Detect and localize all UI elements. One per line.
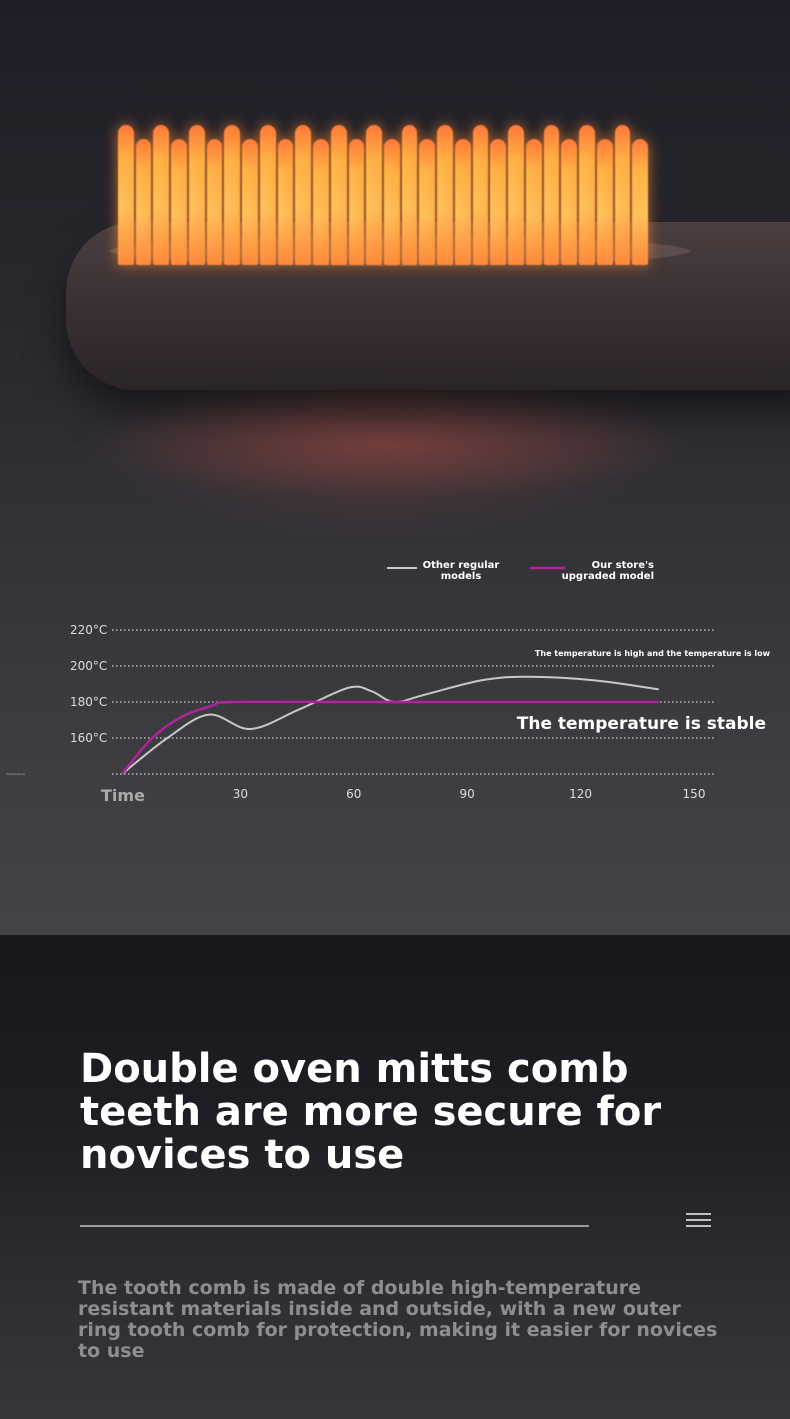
annotation-fluctuating: The temperature is high and the temperat… xyxy=(535,649,771,658)
x-tick-label: 60 xyxy=(346,787,361,801)
y-tick-label: 220°C xyxy=(70,623,107,637)
bristle xyxy=(366,125,383,265)
y-axis-label: Temperature xyxy=(5,772,25,776)
heated-bristles-image xyxy=(118,125,649,265)
bristle xyxy=(632,139,649,265)
bristle xyxy=(313,139,329,265)
legend-label-ours-2: upgraded model xyxy=(562,571,654,582)
bristle xyxy=(330,125,347,265)
bristle xyxy=(295,125,312,265)
y-tick-label: 180°C xyxy=(70,695,107,709)
reflection-glow xyxy=(90,390,690,500)
bristle xyxy=(472,125,489,265)
bristle xyxy=(259,125,276,265)
bristle xyxy=(171,139,187,265)
bristle xyxy=(135,139,152,265)
bristle xyxy=(348,139,365,265)
product-hero xyxy=(0,0,790,935)
annotation-stable: The temperature is stable xyxy=(517,714,766,734)
bristle xyxy=(508,125,524,265)
bristle xyxy=(153,125,170,265)
bristle xyxy=(525,139,542,265)
bristle xyxy=(419,139,436,265)
bristle xyxy=(242,139,258,265)
legend-label-other-1: Other regular xyxy=(423,560,500,571)
x-axis-label: Time xyxy=(101,786,145,805)
legend: Other regular models Our store's upgrade… xyxy=(387,560,654,582)
bristle xyxy=(614,125,631,265)
temperature-chart: Other regular models Our store's upgrade… xyxy=(5,560,771,805)
y-tick-label: 160°C xyxy=(70,731,107,745)
bristle xyxy=(384,139,400,265)
bristle xyxy=(543,125,560,265)
x-tick-label: 120 xyxy=(569,787,592,801)
bristle xyxy=(224,125,241,265)
bristle xyxy=(118,125,134,265)
series-line-upgraded xyxy=(121,700,659,775)
bristle xyxy=(561,139,578,265)
legend-label-other-2: models xyxy=(441,571,482,582)
x-tick-label: 150 xyxy=(683,787,706,801)
bristle xyxy=(401,125,418,265)
divider xyxy=(80,1225,589,1227)
bristle xyxy=(454,139,471,265)
bristle xyxy=(579,125,595,265)
bristle xyxy=(188,125,205,265)
feature-headline: Double oven mitts comb teeth are more se… xyxy=(80,1046,662,1178)
series-line-regular xyxy=(121,675,659,775)
bristle xyxy=(206,139,223,265)
bristle xyxy=(596,139,613,265)
feature-description: The tooth comb is made of double high-te… xyxy=(78,1277,718,1362)
x-tick-label: 30 xyxy=(233,787,248,801)
bristle xyxy=(490,139,507,265)
x-tick-label: 90 xyxy=(460,787,475,801)
bristle xyxy=(437,125,453,265)
bristle xyxy=(277,139,294,265)
legend-label-ours-1: Our store's xyxy=(592,560,654,571)
y-tick-label: 200°C xyxy=(70,659,107,673)
menu-lines-icon xyxy=(686,1213,711,1227)
feature-section xyxy=(0,935,790,1419)
